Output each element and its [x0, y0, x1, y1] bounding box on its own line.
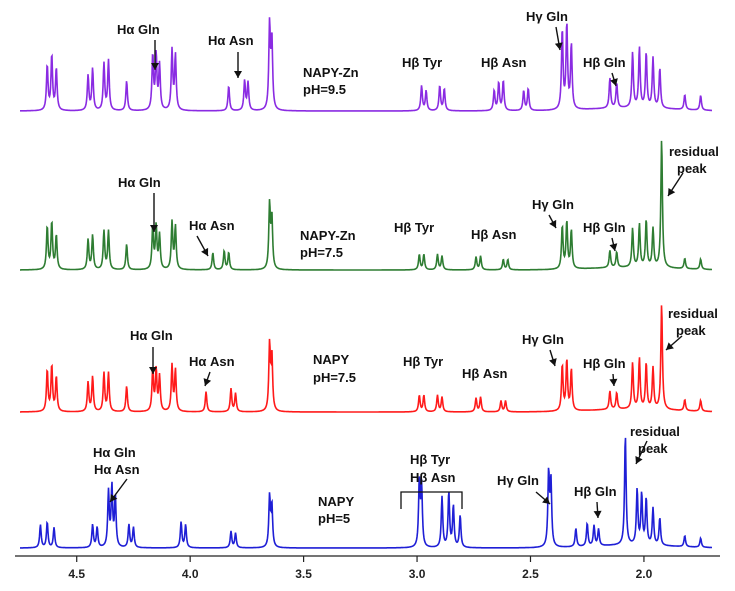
residual-peak-label-word2: peak [676, 323, 706, 338]
condition-label-line1: NAPY [313, 352, 349, 367]
annotation-arrow [665, 335, 683, 351]
annotation-label: Hα Asn [208, 33, 254, 48]
annotation-label: Hα Gln [130, 328, 173, 343]
condition-label-line1: NAPY [318, 494, 354, 509]
annotation-label: Hγ Gln [526, 9, 568, 24]
annotation-label: Hα Gln [118, 175, 161, 190]
annotation-arrow [609, 373, 618, 387]
bracket [400, 491, 463, 509]
annotation-label: Hγ Gln [497, 473, 539, 488]
residual-peak-label-word1: residual [668, 306, 718, 321]
annotation-label: Hα Asn [94, 462, 140, 477]
annotation-label: Hβ Asn [481, 55, 527, 70]
condition-label-line1: NAPY-Zn [300, 228, 356, 243]
annotation-label: Hβ Gln [574, 484, 617, 499]
annotation-label: Hβ Tyr [403, 354, 443, 369]
annotation-arrow [635, 440, 648, 465]
spectrum-trace-napy-zn-ph7-5 [20, 140, 712, 271]
x-axis-ticks: 4.5 4.0 3.5 3.0 2.5 2.0 [68, 556, 653, 581]
annotation-label: Hα Asn [189, 354, 235, 369]
annotation-label: Hβ Asn [471, 227, 517, 242]
residual-peak-label: residual peak [668, 306, 721, 338]
annotation-arrow [548, 214, 557, 229]
x-tick-label: 4.5 [68, 567, 85, 581]
annotation-label: Hγ Gln [522, 332, 564, 347]
x-tick-label: 2.0 [636, 567, 653, 581]
residual-peak-label-word2: peak [638, 441, 668, 456]
annotation-arrow [109, 478, 128, 503]
annotation-label: Hβ Tyr [394, 220, 434, 235]
spectrum-trace-napy-zn-ph9-5 [20, 17, 712, 112]
annotation-label: Hα Gln [117, 22, 160, 37]
annotation-arrow [535, 491, 551, 505]
annotation-label: Hα Asn [189, 218, 235, 233]
residual-peak-label-word2: peak [677, 161, 707, 176]
condition-label-line2: pH=7.5 [313, 370, 356, 385]
annotation-arrow [151, 40, 159, 70]
annotation-label: Hβ Tyr [410, 452, 450, 467]
annotation-label: Hα Gln [93, 445, 136, 460]
residual-peak-label: residual peak [630, 424, 683, 456]
x-tick-label: 2.5 [522, 567, 539, 581]
annotation-label: Hβ Asn [462, 366, 508, 381]
annotation-label: Hβ Tyr [402, 55, 442, 70]
annotation-arrow [149, 347, 157, 374]
condition-label-line2: pH=7.5 [300, 245, 343, 260]
annotation-arrow [234, 52, 242, 78]
annotation-label: Hβ Gln [583, 55, 626, 70]
x-tick-label: 3.0 [409, 567, 426, 581]
residual-peak-label-word1: residual [630, 424, 680, 439]
annotation-label: Hβ Gln [583, 220, 626, 235]
annotation-arrow [667, 172, 684, 197]
residual-peak-label: residual peak [669, 144, 722, 176]
condition-label-line2: pH=9.5 [303, 82, 346, 97]
annotation-arrows [109, 26, 684, 519]
annotation-label: Hβ Gln [583, 356, 626, 371]
annotation-label: Hγ Gln [532, 197, 574, 212]
x-tick-label: 4.0 [182, 567, 199, 581]
annotation-arrow [609, 237, 618, 252]
annotation-arrow [549, 349, 557, 367]
annotation-arrow [610, 72, 618, 87]
annotation-arrow [554, 26, 563, 51]
annotation-arrow [593, 501, 602, 519]
residual-peak-label-word1: residual [669, 144, 719, 159]
annotation-label: Hβ Asn [410, 470, 456, 485]
annotation-arrow [150, 193, 158, 232]
spectrum-trace-napy-ph7-5 [20, 305, 713, 413]
annotation-arrow [196, 235, 209, 257]
x-tick-label: 3.5 [295, 567, 312, 581]
condition-label-line2: pH=5 [318, 511, 350, 526]
annotation-arrow [203, 371, 212, 387]
spectrum-trace-napy-ph5 [20, 437, 712, 549]
condition-label-line1: NAPY-Zn [303, 65, 359, 80]
